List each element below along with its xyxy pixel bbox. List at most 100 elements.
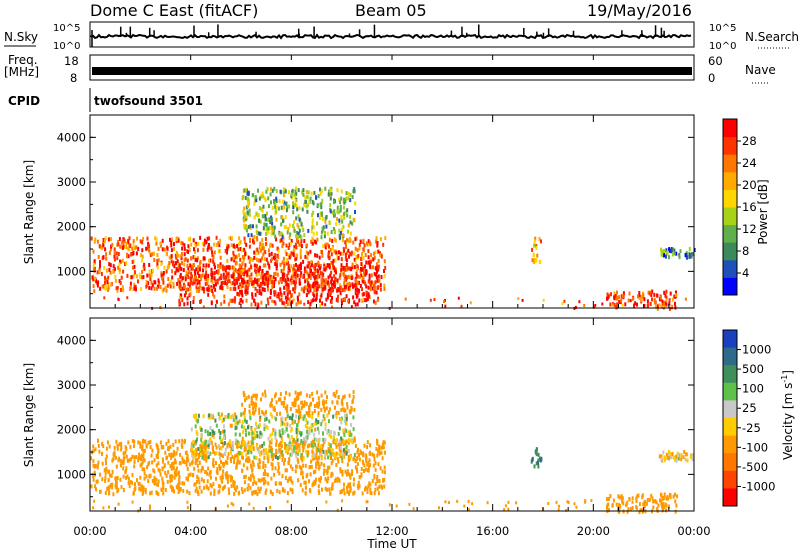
heatmap-cell — [90, 456, 93, 461]
heatmap-cell — [141, 487, 144, 492]
heatmap-cell — [141, 460, 144, 465]
heatmap-cell — [205, 484, 208, 489]
heatmap-cell — [179, 274, 182, 279]
heatmap-cell — [191, 274, 193, 279]
heatmap-cell — [291, 467, 294, 471]
heatmap-cell — [117, 252, 120, 256]
heatmap-cell — [191, 450, 194, 455]
heatmap-cell — [135, 245, 138, 250]
heatmap-cell — [130, 252, 133, 257]
heatmap-cell — [181, 260, 183, 265]
heatmap-cell — [240, 284, 243, 289]
heatmap-cell — [280, 231, 283, 236]
heatmap-cell — [307, 281, 310, 286]
heatmap-cell — [108, 505, 110, 509]
heatmap-cell — [240, 445, 243, 450]
heatmap-cell — [218, 249, 221, 253]
heatmap-cell — [668, 453, 670, 458]
heatmap-cell — [223, 441, 226, 445]
heatmap-cell — [533, 243, 536, 248]
heatmap-cell — [319, 479, 322, 484]
heatmap-cell — [606, 497, 609, 502]
heatmap-cell — [356, 267, 359, 272]
power-background — [90, 115, 694, 308]
heatmap-cell — [127, 254, 130, 259]
heatmap-cell — [656, 293, 659, 298]
heatmap-cell — [295, 191, 298, 196]
heatmap-cell — [184, 276, 187, 281]
heatmap-cell — [312, 210, 315, 215]
heatmap-cell — [287, 266, 290, 271]
heatmap-cell — [245, 298, 248, 303]
heatmap-cell — [381, 445, 384, 450]
heatmap-cell — [671, 452, 674, 456]
heatmap-cell — [247, 233, 250, 238]
heatmap-cell — [269, 403, 272, 408]
heatmap-cell — [269, 220, 272, 225]
heatmap-cell — [178, 280, 181, 285]
heatmap-cell — [647, 290, 650, 295]
heatmap-cell — [282, 488, 284, 493]
heatmap-cell — [438, 506, 440, 510]
heatmap-cell — [132, 242, 135, 247]
heatmap-cell — [200, 489, 203, 494]
heatmap-cell — [142, 457, 145, 462]
heatmap-cell — [240, 265, 243, 270]
heatmap-cell — [338, 439, 341, 444]
heatmap-cell — [178, 439, 181, 444]
heatmap-cell — [262, 411, 265, 416]
heatmap-cell — [271, 283, 274, 288]
heatmap-cell — [341, 227, 343, 232]
heatmap-cell — [155, 443, 158, 448]
heatmap-cell — [239, 257, 242, 262]
heatmap-cell — [310, 464, 313, 469]
heatmap-cell — [533, 239, 536, 244]
heatmap-cell — [660, 492, 662, 497]
heatmap-cell — [324, 303, 327, 307]
heatmap-cell — [174, 271, 177, 276]
heatmap-cell — [259, 430, 262, 435]
heatmap-cell — [273, 280, 276, 284]
heatmap-cell — [207, 432, 210, 437]
heatmap-cell — [287, 290, 290, 295]
heatmap-cell — [267, 436, 270, 441]
heatmap-cell — [347, 490, 350, 495]
heatmap-cell — [282, 199, 285, 204]
heatmap-cell — [280, 293, 283, 297]
heatmap-cell — [232, 281, 234, 286]
heatmap-cell — [351, 195, 354, 199]
heatmap-cell — [149, 504, 151, 508]
heatmap-cell — [334, 267, 337, 272]
heatmap-cell — [271, 466, 274, 471]
heatmap-cell — [296, 451, 299, 456]
heatmap-cell — [292, 448, 295, 453]
heatmap-cell — [246, 290, 249, 295]
heatmap-cell — [153, 478, 156, 483]
heatmap-cell — [327, 476, 330, 481]
heatmap-cell — [233, 460, 235, 465]
heatmap-cell — [234, 255, 237, 260]
heatmap-cell — [312, 284, 314, 289]
heatmap-cell — [321, 282, 324, 287]
heatmap-cell — [139, 441, 142, 446]
heatmap-cell — [199, 425, 202, 430]
heatmap-cell — [196, 474, 199, 479]
nave-tick-low: 0 — [708, 71, 715, 85]
heatmap-cell — [223, 429, 226, 434]
heatmap-cell — [362, 273, 365, 278]
heatmap-cell — [215, 461, 217, 465]
heatmap-cell — [208, 243, 210, 247]
heatmap-cell — [326, 469, 329, 473]
heatmap-cell — [238, 292, 240, 296]
heatmap-cell — [262, 472, 265, 477]
heatmap-cell — [178, 488, 181, 493]
heatmap-cell — [259, 241, 262, 246]
heatmap-cell — [254, 427, 257, 432]
heatmap-cell — [307, 190, 310, 195]
heatmap-cell — [328, 407, 331, 412]
heatmap-cell — [257, 231, 260, 236]
heatmap-cell — [110, 282, 113, 287]
heatmap-cell — [269, 288, 272, 293]
heatmap-cell — [303, 286, 306, 291]
heatmap-cell — [288, 415, 291, 420]
